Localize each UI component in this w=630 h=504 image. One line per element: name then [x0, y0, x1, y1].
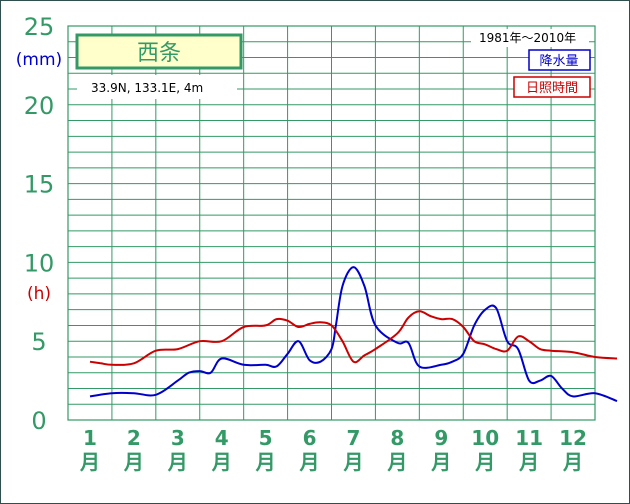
y-tick-label: 5	[31, 328, 46, 356]
x-tick-label: 9	[434, 426, 448, 450]
location-label: 33.9N, 133.1E, 4m	[91, 81, 203, 95]
x-tick-suffix: 月	[386, 450, 407, 474]
unit-label-mm: (mm)	[16, 50, 62, 70]
location-box	[77, 75, 237, 99]
x-tick-label: 2	[127, 426, 141, 450]
x-tick-suffix: 月	[211, 450, 232, 474]
period-label: 1981年〜2010年	[479, 31, 576, 45]
x-tick-label: 6	[303, 426, 317, 450]
legend-label-sunshine: 日照時間	[526, 81, 578, 96]
x-tick-label: 11	[515, 426, 543, 450]
plot-border	[67, 25, 596, 421]
y-tick-label: 15	[24, 171, 55, 199]
series-line-precipitation	[89, 266, 618, 403]
x-tick-suffix: 月	[167, 450, 188, 474]
x-tick-suffix: 月	[342, 450, 363, 474]
title-box	[75, 33, 243, 70]
series-line-sunshine	[89, 310, 618, 366]
x-tick-label: 7	[346, 426, 360, 450]
y-tick-label: 10	[24, 249, 55, 277]
legend-label-precipitation: 降水量	[539, 54, 578, 69]
x-tick-suffix: 月	[474, 450, 495, 474]
y-tick-label: 25	[24, 13, 55, 41]
y-tick-label: 20	[24, 92, 55, 120]
unit-label-h: (h)	[27, 284, 51, 304]
x-tick-label: 3	[171, 426, 185, 450]
x-tick-suffix: 月	[123, 450, 144, 474]
x-tick-label: 8	[390, 426, 404, 450]
x-tick-label: 12	[559, 426, 587, 450]
x-tick-suffix: 月	[562, 450, 583, 474]
x-tick-suffix: 月	[79, 450, 100, 474]
y-tick-label: 0	[31, 407, 46, 435]
x-tick-suffix: 月	[255, 450, 276, 474]
x-tick-suffix: 月	[430, 450, 451, 474]
legend-box-sunshine	[513, 76, 591, 98]
x-tick-label: 5	[259, 426, 273, 450]
x-tick-label: 1	[83, 426, 97, 450]
legend-box-precipitation	[528, 49, 591, 71]
x-tick-label: 10	[471, 426, 499, 450]
x-tick-suffix: 月	[518, 450, 539, 474]
chart-title: 西条	[137, 41, 181, 66]
x-tick-suffix: 月	[299, 450, 320, 474]
period-box	[471, 29, 589, 47]
x-tick-label: 4	[215, 426, 229, 450]
